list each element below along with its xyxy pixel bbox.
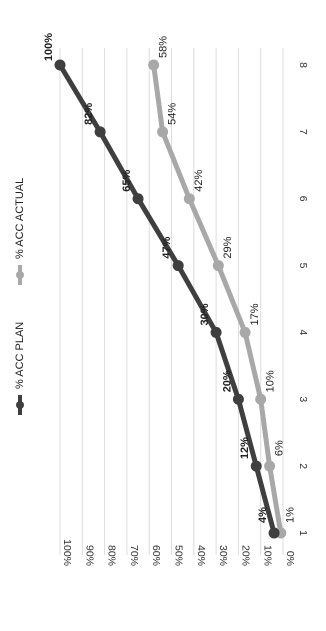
legend: % ACC PLAN % ACC ACTUAL	[14, 178, 26, 415]
legend-marker	[16, 271, 24, 279]
data-label-plan: 20%	[221, 370, 233, 392]
data-label-actual: 17%	[249, 303, 261, 325]
data-point-actual	[157, 126, 169, 138]
y-tick-label: 20%	[239, 545, 251, 566]
y-tick-label: 80%	[106, 545, 118, 566]
x-axis-tick-labels: 1 2 3 4 5 6 7 8	[297, 62, 309, 536]
data-point-plan	[172, 260, 184, 272]
x-tick-label: 6	[297, 196, 309, 202]
data-label-actual: 29%	[222, 236, 234, 258]
y-tick-label: 40%	[195, 545, 207, 566]
data-point-plan	[94, 126, 106, 138]
data-label-actual: 58%	[158, 36, 170, 58]
y-tick-label: 70%	[128, 545, 140, 566]
series-line-actual	[151, 64, 284, 534]
data-labels: 1% 6% 10% 17% 29% 42% 54% 58% 4% 12% 20% 30% 47% 65% 8…	[43, 33, 297, 523]
data-label-actual: 10%	[265, 370, 277, 392]
data-point-plan	[250, 460, 262, 472]
x-tick-label: 8	[297, 62, 309, 68]
data-point-actual	[239, 326, 251, 338]
data-point-actual	[183, 193, 195, 205]
x-tick-label: 4	[297, 330, 309, 336]
data-label-plan: 4%	[257, 507, 269, 523]
x-tick-label: 2	[297, 463, 309, 469]
y-tick-label: 0%	[284, 551, 296, 566]
data-point-plan	[232, 393, 244, 405]
data-label-plan: 82%	[83, 103, 95, 125]
data-label-actual: 54%	[166, 103, 178, 125]
y-tick-label: 30%	[217, 545, 229, 566]
x-tick-label: 1	[297, 530, 309, 536]
y-tick-label: 90%	[83, 545, 95, 566]
data-point-actual	[255, 393, 267, 405]
data-point-actual	[212, 260, 224, 272]
data-label-actual: 1%	[285, 507, 297, 523]
data-label-plan: 47%	[161, 236, 173, 258]
data-label-plan: 100%	[43, 33, 55, 61]
y-axis-tick-labels: 0% 10% 20% 30% 40% 50% 60% 70% 80% 90% 100%	[61, 539, 296, 566]
data-point-actual	[148, 59, 160, 71]
data-label-actual: 42%	[193, 169, 205, 191]
data-point-plan	[268, 527, 280, 539]
series-line-plan	[57, 63, 277, 534]
data-point-plan	[132, 193, 144, 205]
data-point-plan	[54, 59, 66, 71]
legend-label-plan: % ACC PLAN	[14, 322, 26, 389]
data-label-plan: 65%	[121, 169, 133, 191]
y-tick-label: 100%	[61, 539, 73, 566]
x-tick-label: 5	[297, 263, 309, 269]
legend-label-actual: % ACC ACTUAL	[14, 178, 26, 259]
y-tick-label: 50%	[173, 545, 185, 566]
x-tick-label: 7	[297, 129, 309, 135]
data-label-plan: 30%	[199, 303, 211, 325]
series-points	[54, 59, 287, 539]
x-tick-label: 3	[297, 396, 309, 402]
y-tick-label: 60%	[150, 545, 162, 566]
data-point-plan	[210, 326, 222, 338]
data-label-plan: 12%	[239, 437, 251, 459]
data-point-actual	[264, 460, 276, 472]
data-label-actual: 6%	[274, 440, 286, 456]
legend-marker	[16, 401, 24, 409]
y-tick-label: 10%	[262, 545, 274, 566]
series-lines	[57, 63, 284, 534]
